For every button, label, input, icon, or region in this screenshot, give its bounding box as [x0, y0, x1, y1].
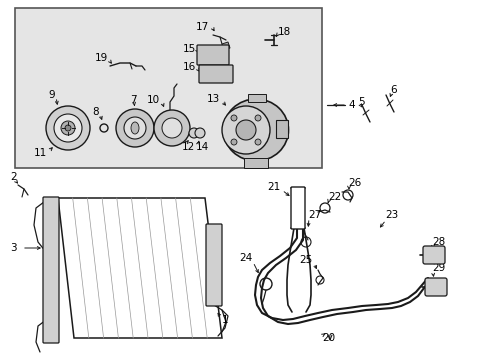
Circle shape: [230, 115, 237, 121]
FancyBboxPatch shape: [43, 197, 59, 343]
Text: 15: 15: [183, 44, 196, 54]
Circle shape: [230, 139, 237, 145]
Text: 24: 24: [238, 253, 251, 263]
Text: 7: 7: [130, 95, 136, 105]
Text: 10: 10: [146, 95, 160, 105]
Text: 11: 11: [34, 148, 47, 158]
Text: 27: 27: [307, 210, 321, 220]
FancyBboxPatch shape: [290, 187, 305, 229]
Text: 3: 3: [10, 243, 17, 253]
Circle shape: [65, 125, 71, 131]
Text: 22: 22: [327, 192, 341, 202]
Text: 16: 16: [183, 62, 196, 72]
Text: 18: 18: [278, 27, 291, 37]
Circle shape: [46, 106, 90, 150]
Text: 21: 21: [267, 182, 281, 192]
Circle shape: [162, 118, 182, 138]
Text: 6: 6: [389, 85, 396, 95]
Bar: [247, 94, 265, 102]
Text: 28: 28: [431, 237, 445, 247]
FancyBboxPatch shape: [197, 45, 228, 65]
Text: 9: 9: [48, 90, 55, 100]
Circle shape: [255, 139, 261, 145]
Ellipse shape: [223, 99, 288, 161]
Text: 14: 14: [196, 142, 209, 152]
Text: 20: 20: [321, 333, 334, 343]
Circle shape: [154, 110, 190, 146]
Ellipse shape: [131, 122, 139, 134]
Circle shape: [189, 128, 199, 138]
Polygon shape: [58, 198, 222, 338]
Circle shape: [124, 117, 146, 139]
Circle shape: [255, 115, 261, 121]
FancyBboxPatch shape: [205, 224, 222, 306]
FancyBboxPatch shape: [422, 246, 444, 264]
Circle shape: [222, 106, 269, 154]
Bar: [15, 8, 321, 168]
FancyBboxPatch shape: [424, 278, 446, 296]
Polygon shape: [222, 42, 229, 50]
Circle shape: [116, 109, 154, 147]
Text: 29: 29: [431, 263, 445, 273]
Text: 19: 19: [95, 53, 108, 63]
Text: 25: 25: [299, 255, 312, 265]
Bar: [244, 158, 267, 168]
Text: 26: 26: [347, 178, 361, 188]
Text: 8: 8: [92, 107, 99, 117]
Text: 5: 5: [357, 97, 364, 107]
Circle shape: [54, 114, 82, 142]
Text: 12: 12: [182, 142, 195, 152]
Text: 2: 2: [10, 172, 17, 182]
Circle shape: [236, 120, 256, 140]
Text: 17: 17: [195, 22, 208, 32]
Bar: [275, 120, 287, 138]
Text: 13: 13: [206, 94, 220, 104]
Circle shape: [195, 128, 204, 138]
Circle shape: [61, 121, 75, 135]
FancyBboxPatch shape: [199, 65, 232, 83]
Text: 23: 23: [384, 210, 397, 220]
Text: 4: 4: [347, 100, 354, 110]
Text: 1: 1: [222, 315, 228, 325]
